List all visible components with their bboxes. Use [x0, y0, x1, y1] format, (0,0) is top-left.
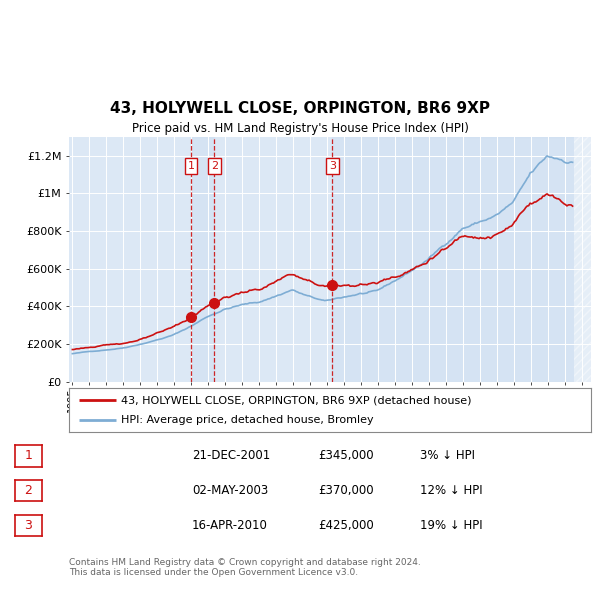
Text: 02-MAY-2003: 02-MAY-2003: [192, 484, 268, 497]
Text: 12% ↓ HPI: 12% ↓ HPI: [420, 484, 482, 497]
Text: 1: 1: [187, 161, 194, 171]
Text: Contains HM Land Registry data © Crown copyright and database right 2024.
This d: Contains HM Land Registry data © Crown c…: [69, 558, 421, 577]
Text: 2: 2: [211, 161, 218, 171]
Bar: [191, 137, 214, 382]
Text: 1: 1: [25, 449, 32, 463]
Text: 2: 2: [25, 484, 32, 497]
Text: 3: 3: [329, 161, 336, 171]
Text: 43, HOLYWELL CLOSE, ORPINGTON, BR6 9XP (detached house): 43, HOLYWELL CLOSE, ORPINGTON, BR6 9XP (…: [121, 395, 472, 405]
Text: 3: 3: [25, 519, 32, 532]
Text: Price paid vs. HM Land Registry's House Price Index (HPI): Price paid vs. HM Land Registry's House …: [131, 122, 469, 135]
Bar: [332, 137, 591, 382]
Text: HPI: Average price, detached house, Bromley: HPI: Average price, detached house, Brom…: [121, 415, 374, 425]
Text: 16-APR-2010: 16-APR-2010: [192, 519, 268, 532]
Text: £370,000: £370,000: [318, 484, 374, 497]
Text: 3% ↓ HPI: 3% ↓ HPI: [420, 449, 475, 463]
Bar: [574, 137, 591, 382]
Text: 21-DEC-2001: 21-DEC-2001: [192, 449, 270, 463]
Text: 43, HOLYWELL CLOSE, ORPINGTON, BR6 9XP: 43, HOLYWELL CLOSE, ORPINGTON, BR6 9XP: [110, 101, 490, 116]
Text: £425,000: £425,000: [318, 519, 374, 532]
Text: 19% ↓ HPI: 19% ↓ HPI: [420, 519, 482, 532]
Text: £345,000: £345,000: [318, 449, 374, 463]
